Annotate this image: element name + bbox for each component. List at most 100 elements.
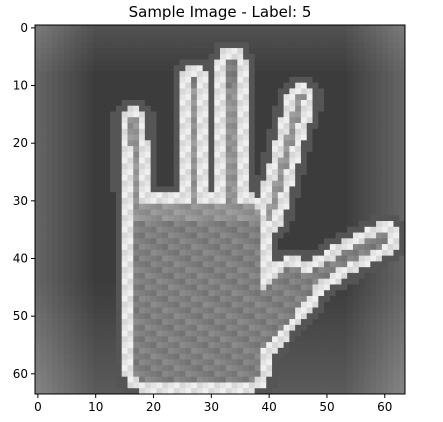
- image-pixel: [144, 295, 152, 303]
- image-pixel: [127, 53, 134, 60]
- image-pixel: [214, 382, 221, 389]
- image-pixel: [35, 140, 42, 147]
- image-pixel: [358, 117, 365, 124]
- image-pixel: [81, 324, 88, 331]
- image-pixel: [52, 192, 59, 199]
- image-pixel: [381, 186, 389, 193]
- image-pixel: [214, 255, 221, 262]
- image-pixel: [46, 278, 53, 285]
- image-pixel: [110, 365, 117, 372]
- image-pixel: [329, 48, 337, 55]
- image-pixel: [260, 30, 267, 37]
- image-pixel: [87, 226, 94, 233]
- image-pixel: [173, 105, 180, 112]
- image-pixel: [248, 278, 256, 285]
- image-pixel: [231, 307, 238, 314]
- image-pixel: [277, 370, 284, 378]
- image-pixel: [127, 388, 134, 394]
- image-pixel: [335, 128, 342, 135]
- image-pixel: [399, 82, 405, 89]
- image-pixel: [208, 151, 215, 159]
- image-pixel: [208, 65, 215, 72]
- image-pixel: [254, 140, 261, 147]
- image-pixel: [370, 157, 377, 164]
- image-pixel: [341, 48, 348, 55]
- image-pixel: [376, 140, 383, 147]
- image-pixel: [364, 382, 371, 389]
- image-pixel: [69, 255, 76, 262]
- image-pixel: [104, 301, 111, 308]
- image-pixel: [289, 382, 296, 389]
- image-pixel: [347, 221, 354, 228]
- image-pixel: [144, 370, 152, 378]
- image-pixel: [127, 324, 134, 331]
- image-pixel: [173, 99, 180, 107]
- image-pixel: [352, 301, 360, 308]
- image-pixel: [324, 128, 331, 135]
- image-pixel: [110, 36, 117, 43]
- image-pixel: [127, 313, 134, 320]
- image-pixel: [35, 186, 42, 193]
- image-pixel: [329, 82, 337, 89]
- image-pixel: [52, 140, 59, 147]
- image-pixel: [329, 65, 337, 72]
- image-pixel: [81, 146, 88, 153]
- image-pixel: [220, 365, 227, 372]
- image-pixel: [376, 169, 383, 176]
- image-pixel: [214, 203, 221, 210]
- image-pixel: [237, 347, 244, 355]
- image-pixel: [127, 111, 134, 118]
- image-pixel: [40, 347, 47, 355]
- image-pixel: [133, 203, 140, 210]
- image-pixel: [35, 76, 42, 84]
- image-pixel: [352, 359, 360, 366]
- image-pixel: [260, 376, 267, 383]
- image-pixel: [393, 134, 400, 141]
- image-pixel: [364, 53, 371, 60]
- image-pixel: [364, 123, 371, 130]
- image-pixel: [46, 255, 53, 262]
- image-pixel: [277, 76, 284, 84]
- image-pixel: [358, 359, 365, 366]
- image-pixel: [329, 169, 337, 176]
- image-pixel: [75, 151, 82, 159]
- image-pixel: [127, 295, 134, 303]
- image-pixel: [341, 249, 348, 257]
- image-pixel: [341, 319, 348, 326]
- image-pixel: [324, 53, 331, 60]
- image-pixel: [110, 267, 117, 274]
- image-pixel: [231, 261, 238, 268]
- image-pixel: [352, 36, 360, 43]
- image-pixel: [306, 65, 313, 72]
- image-pixel: [63, 221, 71, 228]
- image-pixel: [35, 353, 42, 360]
- image-pixel: [272, 365, 279, 372]
- image-pixel: [324, 48, 331, 55]
- image-pixel: [283, 388, 290, 394]
- image-pixel: [329, 261, 337, 268]
- image-pixel: [58, 180, 65, 187]
- image-pixel: [399, 117, 405, 124]
- image-pixel: [387, 238, 394, 245]
- image-pixel: [329, 347, 337, 355]
- image-pixel: [40, 255, 47, 262]
- image-pixel: [208, 42, 215, 49]
- image-pixel: [98, 117, 105, 124]
- image-pixel: [266, 382, 273, 389]
- image-pixel: [63, 290, 71, 297]
- image-pixel: [272, 76, 279, 84]
- image-pixel: [352, 388, 360, 394]
- image-pixel: [312, 42, 319, 49]
- image-pixel: [260, 284, 267, 291]
- image-pixel: [341, 203, 348, 210]
- image-pixel: [358, 336, 365, 343]
- image-pixel: [121, 342, 128, 349]
- image-pixel: [352, 180, 360, 187]
- image-pixel: [220, 267, 227, 274]
- image-pixel: [283, 111, 290, 118]
- image-pixel: [225, 36, 232, 43]
- image-pixel: [393, 324, 400, 331]
- image-pixel: [243, 238, 250, 245]
- image-pixel: [167, 221, 175, 228]
- image-pixel: [312, 82, 319, 89]
